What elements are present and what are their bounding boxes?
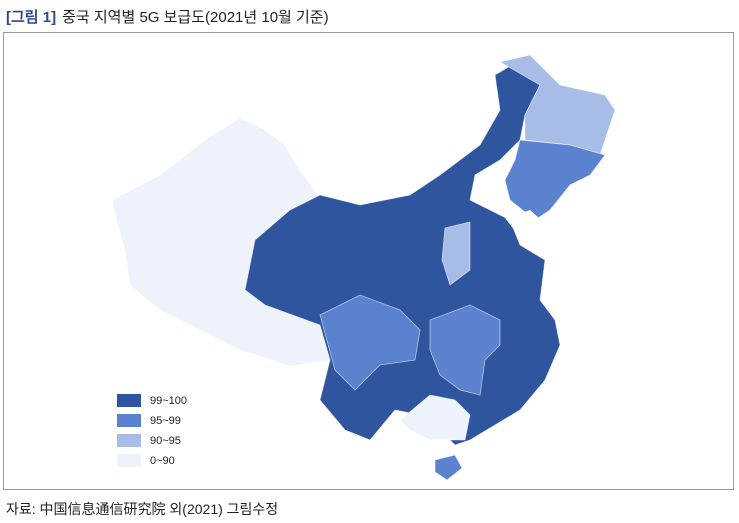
legend-swatch bbox=[117, 434, 141, 447]
legend: 99~100 95~99 90~95 0~90 bbox=[117, 394, 187, 467]
region-shanxi bbox=[441, 221, 471, 286]
legend-swatch bbox=[117, 394, 141, 407]
region-northeast bbox=[504, 139, 606, 221]
region-heilongjiang bbox=[498, 54, 616, 156]
regions bbox=[111, 54, 616, 481]
legend-swatch bbox=[117, 454, 141, 467]
legend-label: 95~99 bbox=[150, 415, 181, 427]
legend-swatch bbox=[117, 414, 141, 427]
region-central bbox=[244, 59, 561, 446]
region-hainan bbox=[434, 454, 463, 481]
figure-label: [그림 1] bbox=[6, 9, 57, 26]
title-text: 중국 지역별 5G 보급도(2021년 10월 기준) bbox=[62, 9, 329, 26]
legend-label: 0~90 bbox=[150, 455, 175, 467]
region-sichuan bbox=[319, 294, 421, 391]
map-frame bbox=[3, 32, 734, 490]
figure-title: [그림 1] 중국 지역별 5G 보급도(2021년 10월 기준) bbox=[6, 6, 329, 27]
region-hubei-hunan bbox=[429, 304, 501, 396]
source-note: 자료: 中国信息通信研究院 외(2021) 그림수정 bbox=[6, 501, 279, 517]
region-guangxi bbox=[399, 394, 471, 441]
legend-label: 90~95 bbox=[150, 435, 181, 447]
bohai-sea bbox=[505, 210, 548, 240]
legend-label: 99~100 bbox=[150, 395, 187, 407]
